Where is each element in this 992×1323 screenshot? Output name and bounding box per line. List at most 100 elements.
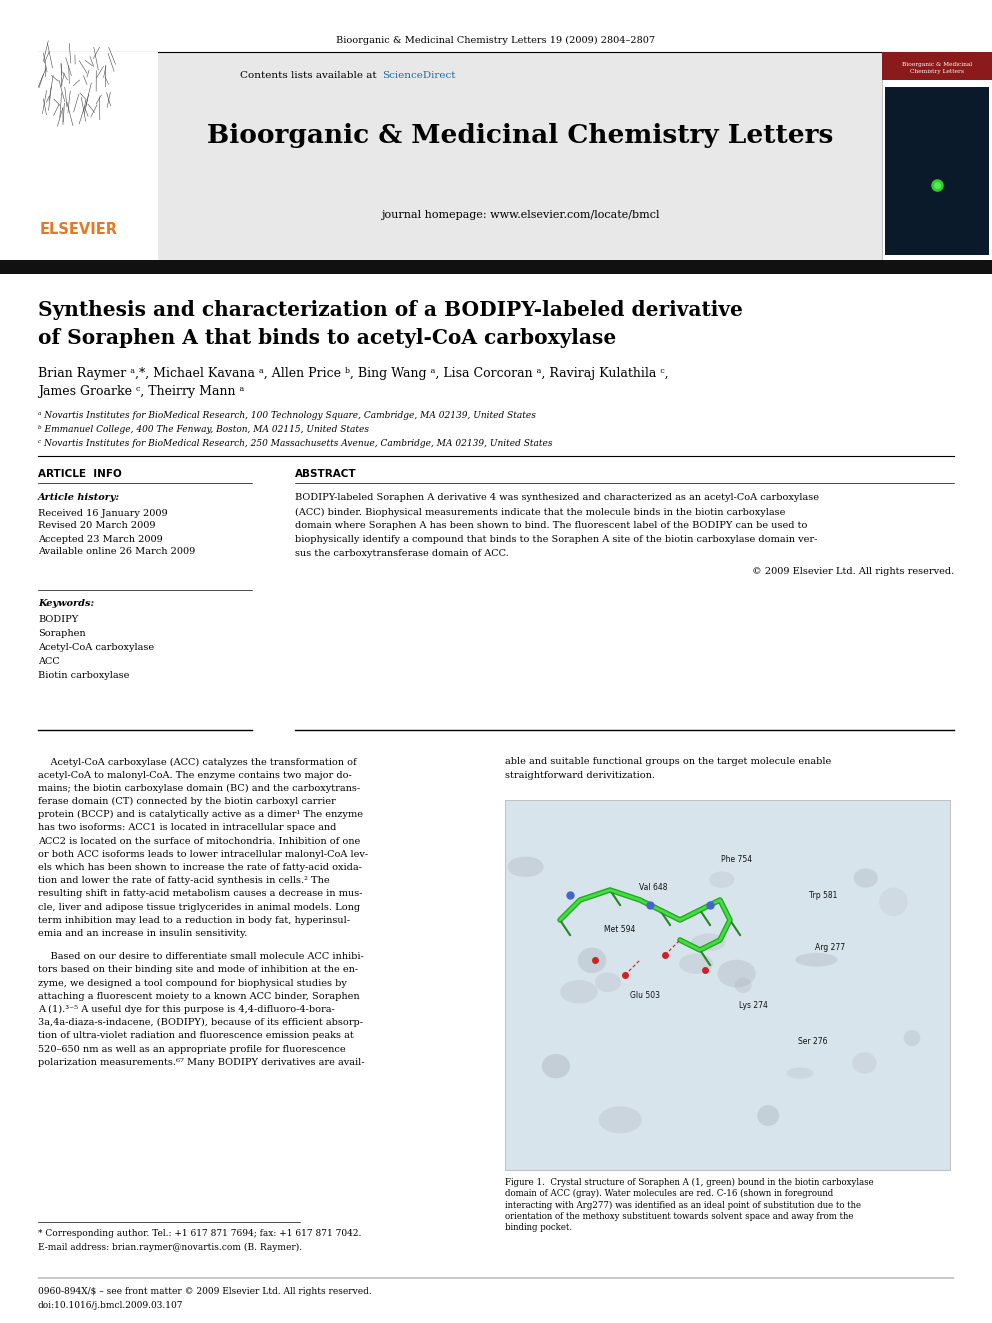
Text: © 2009 Elsevier Ltd. All rights reserved.: © 2009 Elsevier Ltd. All rights reserved… — [752, 568, 954, 577]
Text: Brian Raymer ᵃ,*, Michael Kavana ᵃ, Allen Price ᵇ, Bing Wang ᵃ, Lisa Corcoran ᵃ,: Brian Raymer ᵃ,*, Michael Kavana ᵃ, Alle… — [38, 366, 669, 380]
Text: Received 16 January 2009: Received 16 January 2009 — [38, 508, 168, 517]
Bar — [0, 261, 992, 274]
Bar — [882, 52, 992, 261]
Text: resulting shift in fatty-acid metabolism causes a decrease in mus-: resulting shift in fatty-acid metabolism… — [38, 889, 362, 898]
Text: E-mail address: brian.raymer@novartis.com (B. Raymer).: E-mail address: brian.raymer@novartis.co… — [38, 1242, 303, 1252]
Ellipse shape — [508, 856, 544, 877]
Text: BODIPY-labeled Soraphen A derivative 4 was synthesized and characterized as an a: BODIPY-labeled Soraphen A derivative 4 w… — [295, 493, 819, 503]
Text: cle, liver and adipose tissue triglycerides in animal models. Long: cle, liver and adipose tissue triglyceri… — [38, 902, 360, 912]
Ellipse shape — [717, 959, 756, 987]
Text: els which has been shown to increase the rate of fatty-acid oxida-: els which has been shown to increase the… — [38, 863, 362, 872]
Text: ferase domain (CT) connected by the biotin carboxyl carrier: ferase domain (CT) connected by the biot… — [38, 796, 335, 806]
Text: Val 648: Val 648 — [639, 884, 668, 893]
Text: tion of ultra-violet radiation and fluorescence emission peaks at: tion of ultra-violet radiation and fluor… — [38, 1032, 354, 1040]
Text: tion and lower the rate of fatty-acid synthesis in cells.² The: tion and lower the rate of fatty-acid sy… — [38, 876, 329, 885]
Text: * Corresponding author. Tel.: +1 617 871 7694; fax: +1 617 871 7042.: * Corresponding author. Tel.: +1 617 871… — [38, 1229, 361, 1238]
Text: Bioorganic & Medicinal Chemistry Letters: Bioorganic & Medicinal Chemistry Letters — [206, 123, 833, 147]
Text: Keywords:: Keywords: — [38, 599, 94, 609]
Text: ELSEVIER: ELSEVIER — [40, 222, 118, 238]
Bar — [885, 87, 989, 255]
Ellipse shape — [854, 868, 878, 888]
Text: biophysically identify a compound that binds to the Soraphen A site of the bioti: biophysically identify a compound that b… — [295, 536, 817, 545]
Text: domain of ACC (gray). Water molecules are red. C-16 (shown in foreground: domain of ACC (gray). Water molecules ar… — [505, 1189, 833, 1199]
Ellipse shape — [595, 972, 621, 992]
Bar — [0, 52, 992, 261]
Text: Bioorganic & Medicinal
Chemistry Letters: Bioorganic & Medicinal Chemistry Letters — [902, 62, 972, 74]
Text: ACC: ACC — [38, 656, 60, 665]
Text: Figure 1.  Crystal structure of Soraphen A (1, green) bound in the biotin carbox: Figure 1. Crystal structure of Soraphen … — [505, 1177, 874, 1187]
Text: Bioorganic & Medicinal Chemistry Letters 19 (2009) 2804–2807: Bioorganic & Medicinal Chemistry Letters… — [336, 36, 656, 45]
Ellipse shape — [757, 1105, 779, 1126]
Text: Based on our desire to differentiate small molecule ACC inhibi-: Based on our desire to differentiate sma… — [38, 953, 364, 962]
Bar — [882, 52, 992, 79]
Text: Article history:: Article history: — [38, 493, 120, 503]
Text: James Groarke ᶜ, Theirry Mann ᵃ: James Groarke ᶜ, Theirry Mann ᵃ — [38, 385, 244, 398]
Ellipse shape — [560, 980, 598, 1003]
Text: Accepted 23 March 2009: Accepted 23 March 2009 — [38, 534, 163, 544]
Text: attaching a fluorescent moiety to a known ACC binder, Soraphen: attaching a fluorescent moiety to a know… — [38, 992, 360, 1002]
Text: ARTICLE  INFO: ARTICLE INFO — [38, 468, 122, 479]
Ellipse shape — [904, 1031, 921, 1046]
Text: mains; the biotin carboxylase domain (BC) and the carboxytrans-: mains; the biotin carboxylase domain (BC… — [38, 783, 360, 792]
Text: zyme, we designed a tool compound for biophysical studies by: zyme, we designed a tool compound for bi… — [38, 979, 347, 988]
Text: Ser 276: Ser 276 — [799, 1037, 827, 1046]
Text: ScienceDirect: ScienceDirect — [382, 70, 455, 79]
Text: Biotin carboxylase: Biotin carboxylase — [38, 671, 129, 680]
Ellipse shape — [542, 1054, 570, 1078]
Text: acetyl-CoA to malonyl-CoA. The enzyme contains two major do-: acetyl-CoA to malonyl-CoA. The enzyme co… — [38, 771, 352, 779]
Text: ᵃ Novartis Institutes for BioMedical Research, 100 Technology Square, Cambridge,: ᵃ Novartis Institutes for BioMedical Res… — [38, 410, 536, 419]
Text: emia and an increase in insulin sensitivity.: emia and an increase in insulin sensitiv… — [38, 929, 247, 938]
Text: or both ACC isoforms leads to lower intracellular malonyl-CoA lev-: or both ACC isoforms leads to lower intr… — [38, 849, 368, 859]
Text: able and suitable functional groups on the target molecule enable: able and suitable functional groups on t… — [505, 758, 831, 766]
Ellipse shape — [680, 954, 713, 974]
Text: ᶜ Novartis Institutes for BioMedical Research, 250 Massachusetts Avenue, Cambrid: ᶜ Novartis Institutes for BioMedical Res… — [38, 438, 553, 447]
Text: orientation of the methoxy substituent towards solvent space and away from the: orientation of the methoxy substituent t… — [505, 1212, 853, 1221]
Text: journal homepage: www.elsevier.com/locate/bmcl: journal homepage: www.elsevier.com/locat… — [381, 210, 660, 220]
Ellipse shape — [709, 872, 734, 888]
Text: Arg 277: Arg 277 — [815, 943, 845, 953]
Text: ᵇ Emmanuel College, 400 The Fenway, Boston, MA 02115, United States: ᵇ Emmanuel College, 400 The Fenway, Bost… — [38, 425, 369, 434]
Text: ABSTRACT: ABSTRACT — [295, 468, 357, 479]
Bar — [505, 800, 950, 1170]
Text: sus the carboxytransferase domain of ACC.: sus the carboxytransferase domain of ACC… — [295, 549, 509, 558]
Text: ACC2 is located on the surface of mitochondria. Inhibition of one: ACC2 is located on the surface of mitoch… — [38, 836, 360, 845]
Text: Lys 274: Lys 274 — [739, 1000, 768, 1009]
Ellipse shape — [852, 1052, 877, 1074]
Text: Synthesis and characterization of a BODIPY-labeled derivative: Synthesis and characterization of a BODI… — [38, 300, 743, 320]
Text: 0960-894X/$ – see front matter © 2009 Elsevier Ltd. All rights reserved.: 0960-894X/$ – see front matter © 2009 El… — [38, 1287, 372, 1297]
Ellipse shape — [598, 1106, 642, 1134]
Text: BODIPY: BODIPY — [38, 614, 78, 623]
Text: Met 594: Met 594 — [604, 926, 636, 934]
Text: Acetyl-CoA carboxylase: Acetyl-CoA carboxylase — [38, 643, 154, 651]
Bar — [0, 52, 158, 261]
Text: term inhibition may lead to a reduction in body fat, hyperinsul-: term inhibition may lead to a reduction … — [38, 916, 350, 925]
Text: straightforward derivitization.: straightforward derivitization. — [505, 771, 655, 779]
Text: binding pocket.: binding pocket. — [505, 1224, 572, 1233]
Text: doi:10.1016/j.bmcl.2009.03.107: doi:10.1016/j.bmcl.2009.03.107 — [38, 1302, 184, 1311]
Text: Phe 754: Phe 754 — [721, 856, 753, 864]
Text: domain where Soraphen A has been shown to bind. The fluorescent label of the BOD: domain where Soraphen A has been shown t… — [295, 521, 807, 531]
Ellipse shape — [691, 934, 726, 951]
Text: tors based on their binding site and mode of inhibition at the en-: tors based on their binding site and mod… — [38, 966, 358, 975]
Text: Glu 503: Glu 503 — [630, 991, 660, 999]
Text: Acetyl-CoA carboxylase (ACC) catalyzes the transformation of: Acetyl-CoA carboxylase (ACC) catalyzes t… — [38, 758, 357, 766]
Text: A (1).³⁻⁵ A useful dye for this purpose is 4,4-difluoro-4-bora-: A (1).³⁻⁵ A useful dye for this purpose … — [38, 1005, 334, 1015]
Text: has two isoforms: ACC1 is located in intracellular space and: has two isoforms: ACC1 is located in int… — [38, 823, 336, 832]
Text: Contents lists available at: Contents lists available at — [240, 70, 380, 79]
Text: Revised 20 March 2009: Revised 20 March 2009 — [38, 521, 156, 531]
Ellipse shape — [879, 888, 908, 917]
Ellipse shape — [734, 978, 752, 994]
Ellipse shape — [796, 953, 837, 967]
Ellipse shape — [787, 1068, 813, 1078]
Text: Available online 26 March 2009: Available online 26 March 2009 — [38, 548, 195, 557]
Text: interacting with Arg277) was identified as an ideal point of substitution due to: interacting with Arg277) was identified … — [505, 1200, 861, 1209]
Text: (ACC) binder. Biophysical measurements indicate that the molecule binds in the b: (ACC) binder. Biophysical measurements i… — [295, 508, 786, 516]
Text: of Soraphen A that binds to acetyl-CoA carboxylase: of Soraphen A that binds to acetyl-CoA c… — [38, 328, 616, 348]
Text: 520–650 nm as well as an appropriate profile for fluorescence: 520–650 nm as well as an appropriate pro… — [38, 1045, 345, 1053]
Text: 3a,4a-diaza-s-indacene, (BODIPY), because of its efficient absorp-: 3a,4a-diaza-s-indacene, (BODIPY), becaus… — [38, 1019, 363, 1028]
Text: Soraphen: Soraphen — [38, 628, 85, 638]
Text: Trp 581: Trp 581 — [808, 890, 837, 900]
Text: polarization measurements.⁶⁷ Many BODIPY derivatives are avail-: polarization measurements.⁶⁷ Many BODIPY… — [38, 1058, 364, 1066]
Text: protein (BCCP) and is catalytically active as a dimer¹ The enzyme: protein (BCCP) and is catalytically acti… — [38, 810, 363, 819]
Ellipse shape — [577, 947, 606, 974]
